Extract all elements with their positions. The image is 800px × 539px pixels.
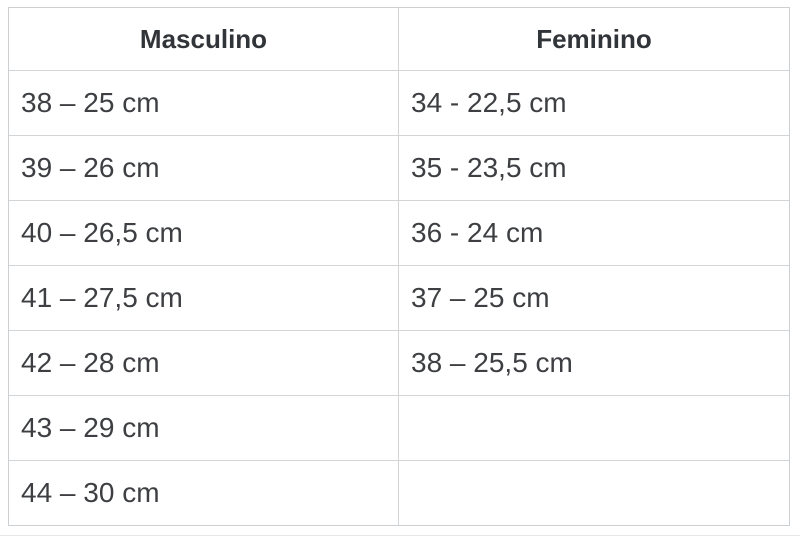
size-table: Masculino Feminino 38 – 25 cm 34 - 22,5 … — [8, 7, 790, 526]
table-row: 42 – 28 cm 38 – 25,5 cm — [9, 330, 789, 395]
table-row: 43 – 29 cm — [9, 395, 789, 460]
table-row: 44 – 30 cm — [9, 460, 789, 525]
header-row: Masculino Feminino — [9, 8, 789, 70]
column-header-masculino: Masculino — [9, 8, 399, 70]
size-cell-feminino: 35 - 23,5 cm — [411, 152, 567, 183]
page-divider — [0, 535, 800, 536]
size-cell-masculino: 42 – 28 cm — [9, 331, 399, 395]
size-cell-feminino-empty — [399, 461, 789, 525]
size-cell-feminino: 38 – 25,5 cm — [411, 347, 573, 378]
size-cell-masculino: 41 – 27,5 cm — [9, 266, 399, 330]
table-row: 40 – 26,5 cm 36 - 24 cm — [9, 200, 789, 265]
size-cell-feminino: 37 – 25 cm — [411, 282, 550, 313]
size-cell-masculino: 40 – 26,5 cm — [9, 201, 399, 265]
size-cell-masculino: 44 – 30 cm — [9, 461, 399, 525]
table-row: 41 – 27,5 cm 37 – 25 cm — [9, 265, 789, 330]
table-row: 38 – 25 cm 34 - 22,5 cm — [9, 70, 789, 135]
size-cell-feminino: 36 - 24 cm — [411, 217, 544, 248]
column-header-feminino: Feminino — [536, 23, 652, 54]
size-cell-feminino: 34 - 22,5 cm — [411, 87, 567, 118]
size-cell-masculino: 38 – 25 cm — [9, 71, 399, 135]
size-cell-feminino-empty — [399, 396, 789, 460]
size-cell-masculino: 39 – 26 cm — [9, 136, 399, 200]
size-cell-masculino: 43 – 29 cm — [9, 396, 399, 460]
table-row: 39 – 26 cm 35 - 23,5 cm — [9, 135, 789, 200]
